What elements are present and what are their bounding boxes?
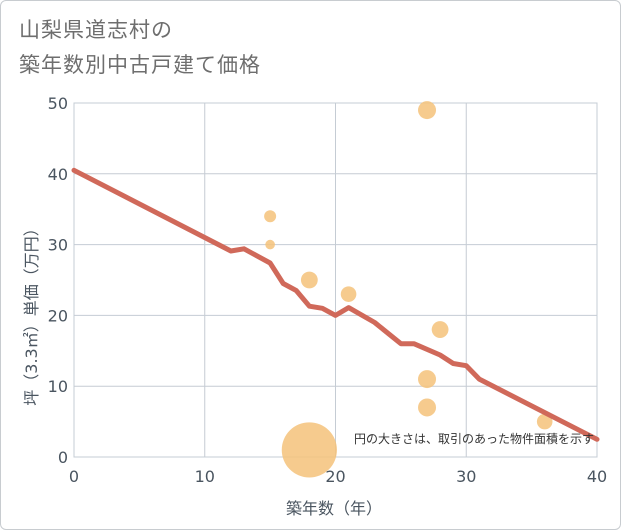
chart-title: 山梨県道志村の 築年数別中古戸建て価格 <box>19 13 539 83</box>
data-point <box>418 370 437 389</box>
grid-lines <box>73 102 598 458</box>
data-point <box>418 101 437 120</box>
y-tick-label: 20 <box>48 306 68 325</box>
trend-line-group <box>71 167 600 442</box>
x-tick-label: 0 <box>69 467 79 486</box>
y-tick-label: 0 <box>58 448 68 467</box>
data-point <box>418 398 437 417</box>
y-tick-label: 50 <box>48 94 68 113</box>
x-axis-label: 築年数（年） <box>286 499 382 518</box>
y-tick-label: 30 <box>48 236 68 255</box>
x-tick-label: 10 <box>195 467 215 486</box>
data-point <box>281 422 337 478</box>
y-tick-label: 10 <box>48 377 68 396</box>
x-tick-label: 40 <box>587 467 607 486</box>
data-point <box>431 321 449 338</box>
data-point <box>300 271 318 289</box>
y-tick-label: 40 <box>48 165 68 184</box>
tick-labels: 0 10 20 30 40 0 10 20 30 40 50 <box>48 94 608 486</box>
data-point <box>340 286 357 302</box>
size-note: 円の大きさは、取引のあった物件面積を示す <box>354 431 594 446</box>
chart-title-line-2: 築年数別中古戸建て価格 <box>19 53 261 77</box>
x-tick-label: 30 <box>456 467 476 486</box>
x-tick-label: 20 <box>325 467 345 486</box>
y-axis-label: 坪（3.3㎡）単価（万円） <box>22 220 41 405</box>
bubbles <box>264 101 553 478</box>
data-point <box>536 413 553 430</box>
chart-title-line-1: 山梨県道志村の <box>19 18 173 42</box>
data-point <box>264 210 277 223</box>
trend-line <box>71 167 600 442</box>
data-point <box>265 239 275 250</box>
